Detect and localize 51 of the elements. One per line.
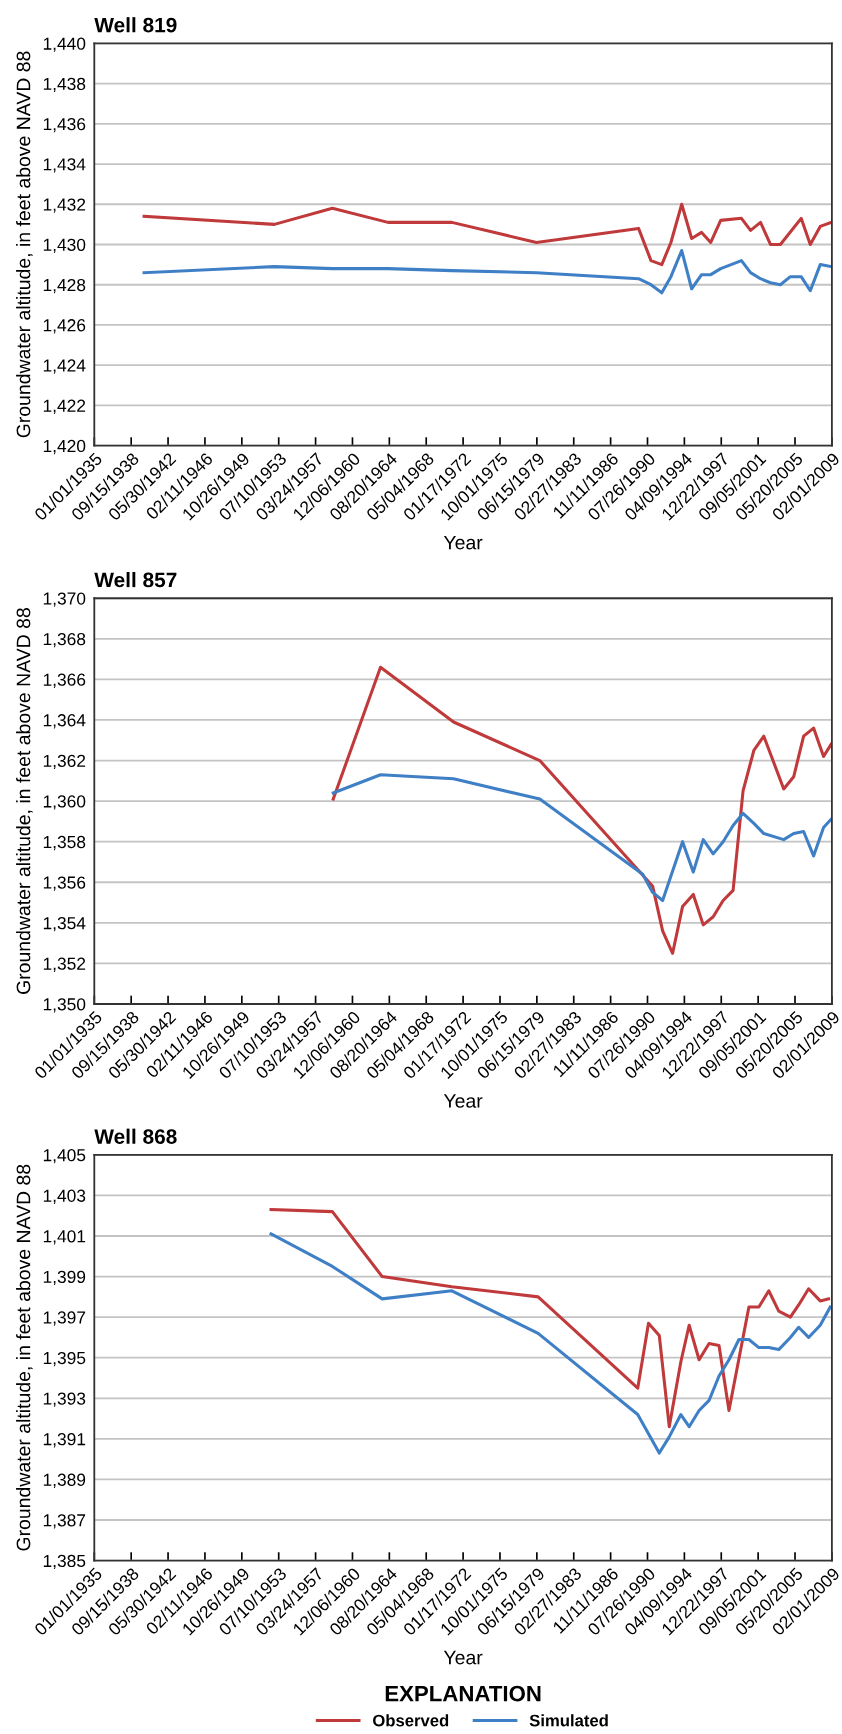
legend-title: EXPLANATION — [385, 1685, 541, 1702]
y-tick-label: 1,395 — [43, 1351, 86, 1367]
legend-label: Simulated — [529, 1714, 608, 1727]
y-tick-label: 1,403 — [43, 1189, 86, 1204]
line-series — [142, 249, 832, 295]
line-series — [269, 1232, 832, 1455]
y-tick-label: 1,401 — [43, 1230, 86, 1245]
line-series — [142, 202, 832, 267]
y-tick-label: 1,360 — [43, 795, 86, 810]
y-tick-label: 1,432 — [43, 198, 86, 213]
y-tick-label: 1,354 — [43, 917, 86, 932]
y-tick-label: 1,434 — [43, 158, 86, 173]
y-tick-label: 1,362 — [43, 754, 86, 770]
y-tick-label: 1,422 — [43, 399, 86, 414]
y-tick-label: 1,356 — [43, 876, 86, 891]
y-tick-label: 1,350 — [43, 998, 86, 1013]
y-tick-label: 1,424 — [43, 359, 86, 374]
y-tick-label: 1,391 — [43, 1433, 86, 1448]
legend-label: Observed — [373, 1714, 449, 1727]
y-tick-label: 1,420 — [43, 439, 86, 455]
y-tick-label: 1,389 — [43, 1473, 86, 1488]
y-tick-label: 1,364 — [43, 714, 86, 729]
x-axis-title: Year — [443, 1094, 483, 1108]
y-tick-label: 1,405 — [43, 1149, 86, 1164]
y-tick-label: 1,368 — [43, 632, 86, 648]
y-tick-label: 1,387 — [43, 1514, 86, 1529]
chart-title: Well 857 — [94, 572, 177, 588]
y-axis-title: Groundwater altitude, in feet above NAVD 88 — [16, 51, 33, 438]
y-tick-label: 1,438 — [43, 77, 86, 93]
y-tick-label: 1,358 — [43, 835, 86, 851]
line-series — [331, 665, 832, 955]
chart-title: Well 819 — [94, 17, 177, 33]
line-series — [331, 773, 832, 903]
x-axis-title: Year — [443, 535, 483, 550]
y-tick-label: 1,399 — [43, 1270, 86, 1286]
y-tick-label: 1,426 — [43, 319, 86, 334]
y-axis-title: Groundwater altitude, in feet above NAVD 88 — [16, 1164, 33, 1551]
y-tick-label: 1,393 — [43, 1392, 86, 1407]
y-tick-label: 1,440 — [43, 37, 86, 52]
y-tick-label: 1,352 — [43, 957, 86, 972]
y-tick-label: 1,428 — [43, 278, 86, 294]
y-tick-label: 1,385 — [43, 1554, 86, 1570]
y-tick-label: 1,366 — [43, 673, 86, 688]
x-axis-title: Year — [443, 1650, 483, 1665]
chart-title: Well 868 — [94, 1128, 177, 1144]
y-tick-label: 1,430 — [43, 238, 86, 254]
y-tick-label: 1,370 — [43, 592, 86, 607]
y-tick-label: 1,397 — [43, 1311, 86, 1326]
y-axis-title: Groundwater altitude, in feet above NAVD 88 — [16, 608, 33, 994]
line-series — [269, 1208, 831, 1429]
y-tick-label: 1,436 — [43, 117, 86, 133]
